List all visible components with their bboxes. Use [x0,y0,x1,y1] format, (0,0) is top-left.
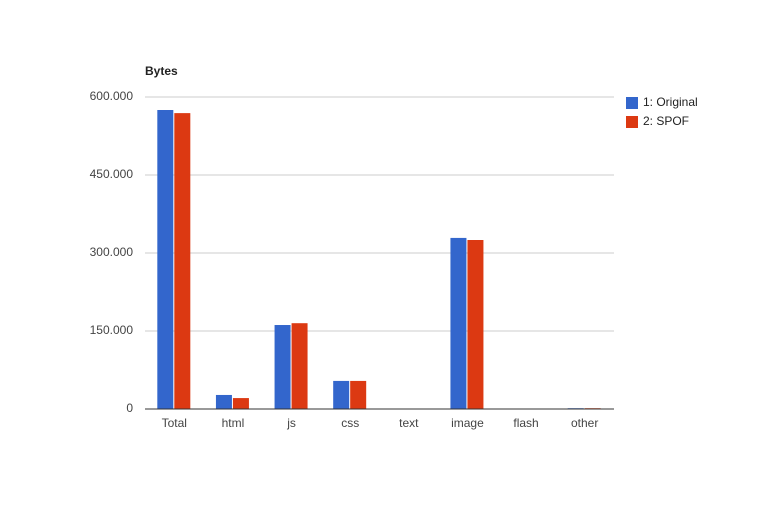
legend-swatch [626,116,638,128]
bar [174,113,191,410]
bar [350,380,367,409]
x-tick-label: image [451,416,484,430]
bar [232,398,249,409]
y-tick-label: 150.000 [90,323,134,337]
x-tick-label: text [399,416,419,430]
x-tick-label: flash [513,416,538,430]
x-tick-label: js [286,416,296,430]
bar [274,325,291,409]
x-tick-label: html [222,416,245,430]
chart-title: Bytes [145,64,178,78]
legend-label: 2: SPOF [643,114,689,128]
x-tick-label: css [341,416,359,430]
bar [291,323,308,409]
bar [215,394,232,409]
bar [157,110,174,409]
legend-swatch [626,97,638,109]
y-tick-label: 450.000 [90,167,134,181]
bar [467,240,484,409]
y-tick-label: 0 [126,401,133,415]
x-tick-label: other [571,416,598,430]
legend-label: 1: Original [643,95,698,109]
bar [333,380,350,409]
y-tick-label: 600.000 [90,89,134,103]
y-tick-label: 300.000 [90,245,134,259]
bar [450,237,467,409]
x-tick-label: Total [162,416,187,430]
